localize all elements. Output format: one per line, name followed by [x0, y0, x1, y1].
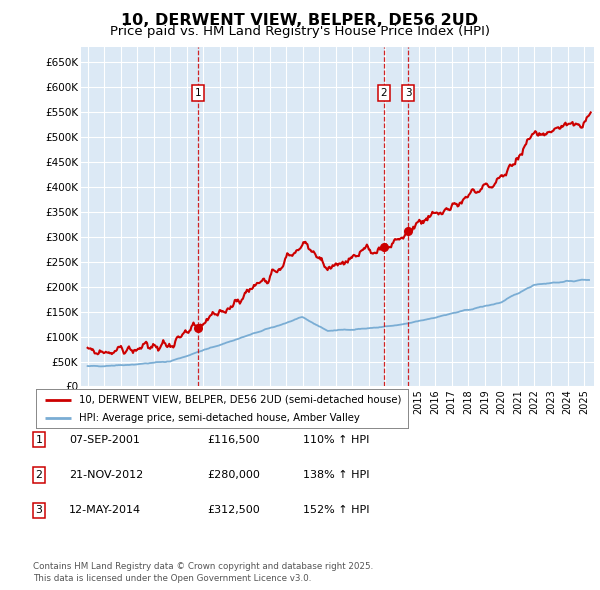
- Text: 3: 3: [405, 88, 412, 98]
- Text: 1: 1: [195, 88, 202, 98]
- Text: 2: 2: [35, 470, 43, 480]
- Text: £280,000: £280,000: [207, 470, 260, 480]
- Text: £116,500: £116,500: [207, 435, 260, 444]
- Text: 10, DERWENT VIEW, BELPER, DE56 2UD (semi-detached house): 10, DERWENT VIEW, BELPER, DE56 2UD (semi…: [79, 395, 401, 405]
- Text: 1: 1: [35, 435, 43, 444]
- Text: 12-MAY-2014: 12-MAY-2014: [69, 506, 141, 515]
- Text: 10, DERWENT VIEW, BELPER, DE56 2UD: 10, DERWENT VIEW, BELPER, DE56 2UD: [121, 13, 479, 28]
- Text: 110% ↑ HPI: 110% ↑ HPI: [303, 435, 370, 444]
- Text: 2: 2: [380, 88, 387, 98]
- Text: 152% ↑ HPI: 152% ↑ HPI: [303, 506, 370, 515]
- Text: 07-SEP-2001: 07-SEP-2001: [69, 435, 140, 444]
- Text: Contains HM Land Registry data © Crown copyright and database right 2025.
This d: Contains HM Land Registry data © Crown c…: [33, 562, 373, 583]
- Text: Price paid vs. HM Land Registry's House Price Index (HPI): Price paid vs. HM Land Registry's House …: [110, 25, 490, 38]
- Text: 21-NOV-2012: 21-NOV-2012: [69, 470, 143, 480]
- Text: £312,500: £312,500: [207, 506, 260, 515]
- Text: 138% ↑ HPI: 138% ↑ HPI: [303, 470, 370, 480]
- Text: 3: 3: [35, 506, 43, 515]
- Text: HPI: Average price, semi-detached house, Amber Valley: HPI: Average price, semi-detached house,…: [79, 413, 359, 423]
